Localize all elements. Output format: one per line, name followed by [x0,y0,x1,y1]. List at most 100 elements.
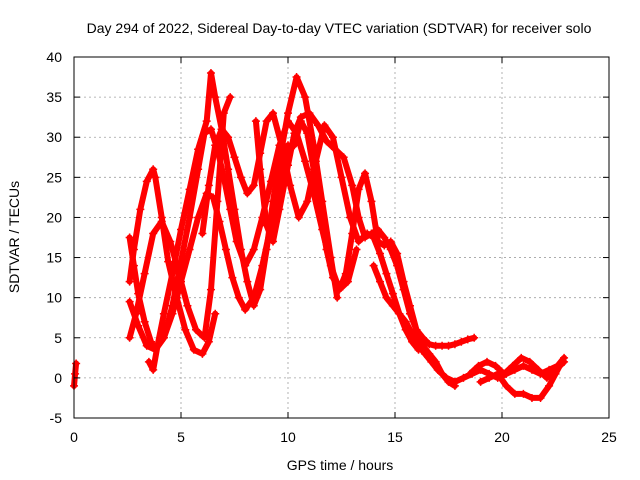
data-point-marker [292,73,301,82]
data-point-marker [444,341,453,350]
data-point-marker [236,173,245,182]
x-tick-label: 10 [280,429,296,445]
data-point-marker [337,173,346,182]
data-point-marker [204,181,213,190]
data-point-marker [72,359,81,368]
data-point-marker [249,181,258,190]
data-point-marker [557,357,566,366]
data-point-marker [157,217,166,226]
data-point-marker [206,285,215,294]
data-point-marker [335,285,344,294]
series-arc-c [125,165,220,358]
data-point-marker [328,273,337,282]
data-point-marker [502,381,511,390]
data-point-marker [376,249,385,258]
data-point-marker [147,337,156,346]
data-point-marker [294,213,303,222]
data-point-marker [125,233,134,242]
data-point-marker [328,133,337,142]
data-point-marker [185,245,194,254]
data-point-marker [125,333,134,342]
data-point-marker [206,125,215,134]
data-point-marker [249,301,258,310]
series-arc-e [125,93,235,342]
data-point-marker [256,285,265,294]
data-point-marker [476,377,485,386]
data-point-marker [341,269,350,278]
data-point-marker [125,277,134,286]
data-point-marker [527,393,536,402]
data-point-marker [226,93,235,102]
data-point-marker [211,141,220,150]
data-point-marker [401,317,410,326]
data-point-marker [483,357,492,366]
data-point-marker [303,197,312,206]
data-point-marker [202,117,211,126]
data-point-marker [457,337,466,346]
data-point-marker [463,335,472,344]
grid-lines [74,57,609,418]
data-point-marker [459,373,468,382]
data-point-marker [399,277,408,286]
y-tick-label: 0 [54,370,62,386]
y-tick-label: 25 [46,169,62,185]
data-point-marker [333,293,342,302]
data-point-marker [301,93,310,102]
data-point-marker [510,389,519,398]
y-tick-label: 40 [46,49,62,65]
series-arc-f [144,69,342,374]
data-point-marker [493,369,502,378]
data-point-marker [405,301,414,310]
series-line [145,70,341,373]
data-point-marker [485,373,494,382]
data-point-marker [198,229,207,238]
data-point-marker [408,329,417,338]
data-point-marker [296,117,305,126]
data-point-marker [388,301,397,310]
y-tick-label: 35 [46,89,62,105]
data-point-marker [354,237,363,246]
data-point-marker [450,340,459,349]
data-point-marker [414,341,423,350]
x-tick-label: 5 [177,429,185,445]
data-point-marker [382,269,391,278]
data-point-marker [189,345,198,354]
data-point-marker [191,325,200,334]
data-point-marker [519,361,528,370]
data-point-marker [168,269,177,278]
data-point-marker [140,317,149,326]
data-point-marker [243,277,252,286]
plot-frame [73,56,610,419]
y-tick-label: 20 [46,209,62,225]
data-point-marker [316,205,325,214]
data-point-marker [144,357,153,366]
data-point-marker [286,181,295,190]
data-point-marker [474,361,483,370]
data-point-marker [230,205,239,214]
data-point-marker [185,185,194,194]
data-point-marker [331,145,340,154]
data-point-marker [361,233,370,242]
data-point-marker [348,181,357,190]
data-point-marker [194,213,203,222]
data-point-marker [213,197,222,206]
y-tick-label: 15 [46,250,62,266]
data-point-marker [269,237,278,246]
data-point-marker [305,109,314,118]
data-point-marker [465,369,474,378]
data-point-marker [224,133,233,142]
y-axis-label: SDTVAR / TECUs [6,181,22,293]
data-point-marker [249,245,258,254]
data-point-marker [395,309,404,318]
data-point-marker [534,365,543,374]
data-point-marker [367,197,376,206]
data-point-marker [352,245,361,254]
data-point-marker [198,349,207,358]
data-point-marker [442,373,451,382]
data-point-marker [136,205,145,214]
data-point-marker [284,109,292,118]
data-point-marker [290,141,299,150]
data-point-marker [129,245,138,254]
data-point-marker [243,189,252,198]
